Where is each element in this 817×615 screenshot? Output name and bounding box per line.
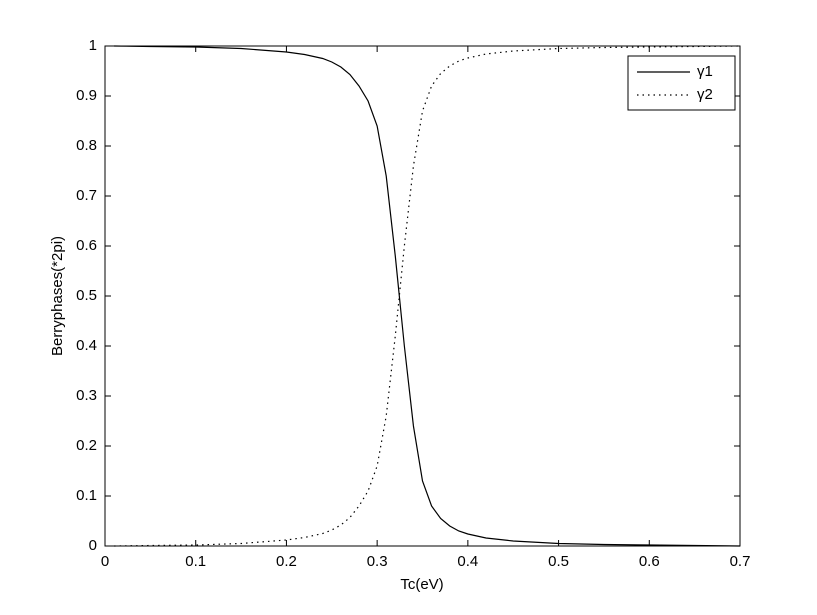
legend-box [627,55,736,111]
y-tick-label: 0.1 [76,487,97,504]
y-tick-label: 0.2 [76,437,97,454]
y-axis-label: Berryphases(*2pi) [49,236,66,356]
x-tick-label: 0.4 [457,553,478,570]
x-tick-label: 0 [101,553,109,570]
y-tick-label: 0.3 [76,387,97,404]
line-series [114,45,741,547]
x-axis-label: Tc(eV) [400,576,443,593]
plot-area [104,45,741,547]
x-tick-label: 0.6 [639,553,660,570]
legend-label: γ2 [697,86,713,103]
x-tick-label: 0.5 [548,553,569,570]
legend-label: γ1 [697,63,713,80]
x-tick-label: 0.7 [730,553,751,570]
y-tick-label: 0.6 [76,237,97,254]
x-tick-label: 0.3 [367,553,388,570]
x-tick-label: 0.1 [185,553,206,570]
y-tick-label: 0.4 [76,337,97,354]
y-tick-label: 1 [89,37,97,54]
y-tick-label: 0.5 [76,287,97,304]
y-tick-label: 0.8 [76,137,97,154]
y-tick-label: 0 [89,537,97,554]
x-tick-label: 0.2 [276,553,297,570]
y-tick-label: 0.7 [76,187,97,204]
y-tick-label: 0.9 [76,87,97,104]
line-series [114,45,741,547]
